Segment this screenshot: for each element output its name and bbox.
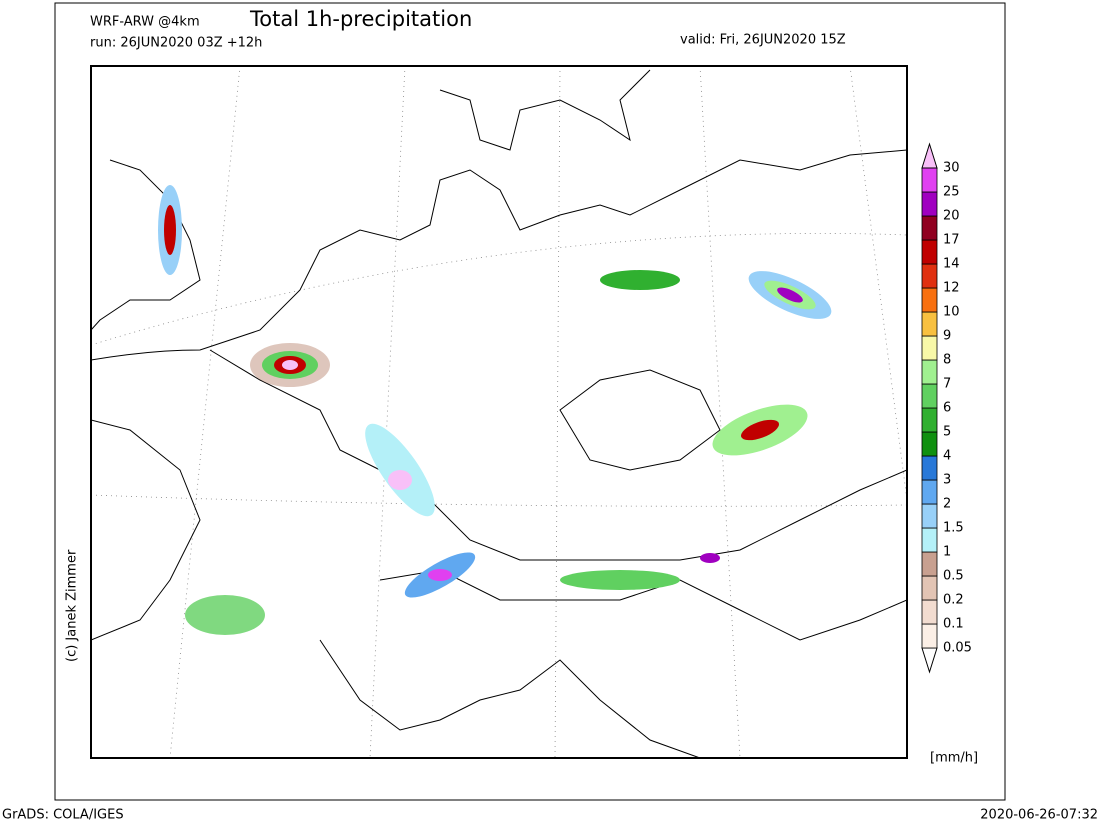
colorbar-label: 30 [943, 161, 960, 176]
colorbar-under [921, 647, 938, 674]
colorbar-box [921, 599, 938, 625]
colorbar-over [921, 142, 938, 169]
colorbar-label: 9 [943, 329, 951, 344]
unit-label: [mm/h] [930, 751, 978, 766]
valid-label: valid: Fri, 26JUN2020 15Z [680, 33, 846, 48]
footer-left: GrADS: COLA/IGES [2, 808, 124, 823]
colorbar-box [921, 239, 938, 265]
colorbar-box [921, 455, 938, 481]
colorbar-box [921, 431, 938, 457]
colorbar-box [921, 359, 938, 385]
map [91, 66, 907, 758]
colorbar-box [921, 503, 938, 529]
credit: (c) Janek Zimmer [65, 549, 80, 662]
colorbar-box [921, 287, 938, 313]
colorbar-label: 5 [943, 425, 951, 440]
colorbar-box [921, 407, 938, 433]
colorbar-label: 0.5 [943, 569, 964, 584]
colorbar-box [921, 311, 938, 337]
title: Total 1h-precipitation [249, 7, 472, 31]
colorbar-label: 1.5 [943, 521, 964, 536]
colorbar-label: 2 [943, 497, 951, 512]
colorbar-box [921, 335, 938, 361]
colorbar: 0.05 0.1 0.2 0.5 1 1.5 2 3 4 5 6 7 8 9 10 12 14 17 20 25 30 [921, 142, 972, 674]
colorbar-label: 14 [943, 257, 960, 272]
colorbar-box [921, 215, 938, 241]
colorbar-box [921, 527, 938, 553]
model-label: WRF-ARW @4km [90, 15, 200, 30]
colorbar-box [921, 479, 938, 505]
colorbar-label: 3 [943, 473, 951, 488]
colorbar-label: 10 [943, 305, 960, 320]
colorbar-box [921, 551, 938, 577]
colorbar-label: 1 [943, 545, 951, 560]
colorbar-label: 17 [943, 233, 960, 248]
colorbar-box [921, 383, 938, 409]
colorbar-box [921, 575, 938, 601]
colorbar-label: 12 [943, 281, 960, 296]
colorbar-label: 0.1 [943, 617, 964, 632]
colorbar-box [921, 263, 938, 289]
colorbar-label: 0.05 [943, 641, 972, 656]
colorbar-label: 0.2 [943, 593, 964, 608]
run-label: run: 26JUN2020 03Z +12h [90, 36, 262, 51]
colorbar-label: 8 [943, 353, 951, 368]
colorbar-label: 20 [943, 209, 960, 224]
colorbar-box [921, 167, 938, 193]
map-border [90, 65, 908, 759]
colorbar-label: 4 [943, 449, 951, 464]
precipitation [158, 185, 832, 635]
colorbar-label: 6 [943, 401, 951, 416]
footer-right: 2020-06-26-07:32 [980, 808, 1098, 823]
colorbar-box [921, 623, 938, 649]
colorbar-box [921, 191, 938, 217]
colorbar-label: 7 [943, 377, 951, 392]
colorbar-label: 25 [943, 185, 960, 200]
frame [54, 2, 1006, 801]
